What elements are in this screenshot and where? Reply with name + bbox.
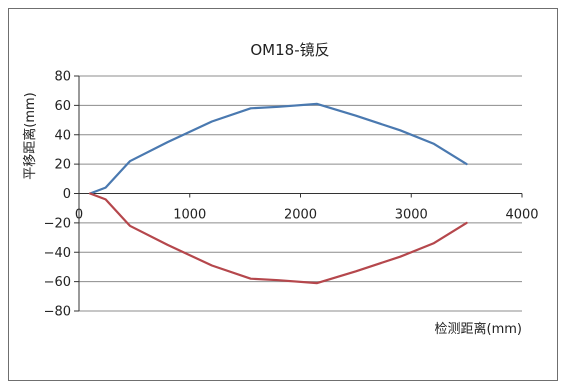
y-tick-label-6: −40 — [44, 246, 71, 261]
y-tick-label-0: 80 — [54, 70, 71, 85]
y-tick-label-4: 0 — [63, 187, 71, 202]
y-tick-label-2: 40 — [54, 128, 71, 143]
chart-frame — [8, 8, 558, 381]
y-tick-label-3: 20 — [54, 158, 71, 173]
series-lines — [88, 102, 468, 285]
y-tick-label-1: 60 — [54, 99, 71, 114]
y-tick-label-7: −60 — [44, 275, 71, 290]
axes — [74, 75, 523, 312]
x-tick-label-4: 4000 — [505, 208, 538, 223]
x-tick-label-1: 1000 — [173, 208, 206, 223]
series-line-1 — [88, 192, 468, 285]
x-tick-label-2: 2000 — [284, 208, 317, 223]
y-axis-label: 平移距离(mm) — [22, 92, 38, 179]
x-tick-label-3: 3000 — [395, 208, 428, 223]
x-tick-label-0: 0 — [75, 208, 83, 223]
y-tick-label-5: −20 — [44, 216, 71, 231]
x-tick-labels: 0 1000 2000 3000 4000 — [75, 208, 539, 223]
y-tick-labels: 80 60 40 20 0 −20 −40 −60 −80 — [44, 70, 71, 320]
chart-title: OM18-镜反 — [250, 41, 329, 59]
y-tick-label-8: −80 — [44, 305, 71, 320]
grid-lines — [79, 75, 522, 312]
x-axis-label: 检测距离(mm) — [435, 321, 522, 337]
series-line-0 — [88, 102, 468, 195]
